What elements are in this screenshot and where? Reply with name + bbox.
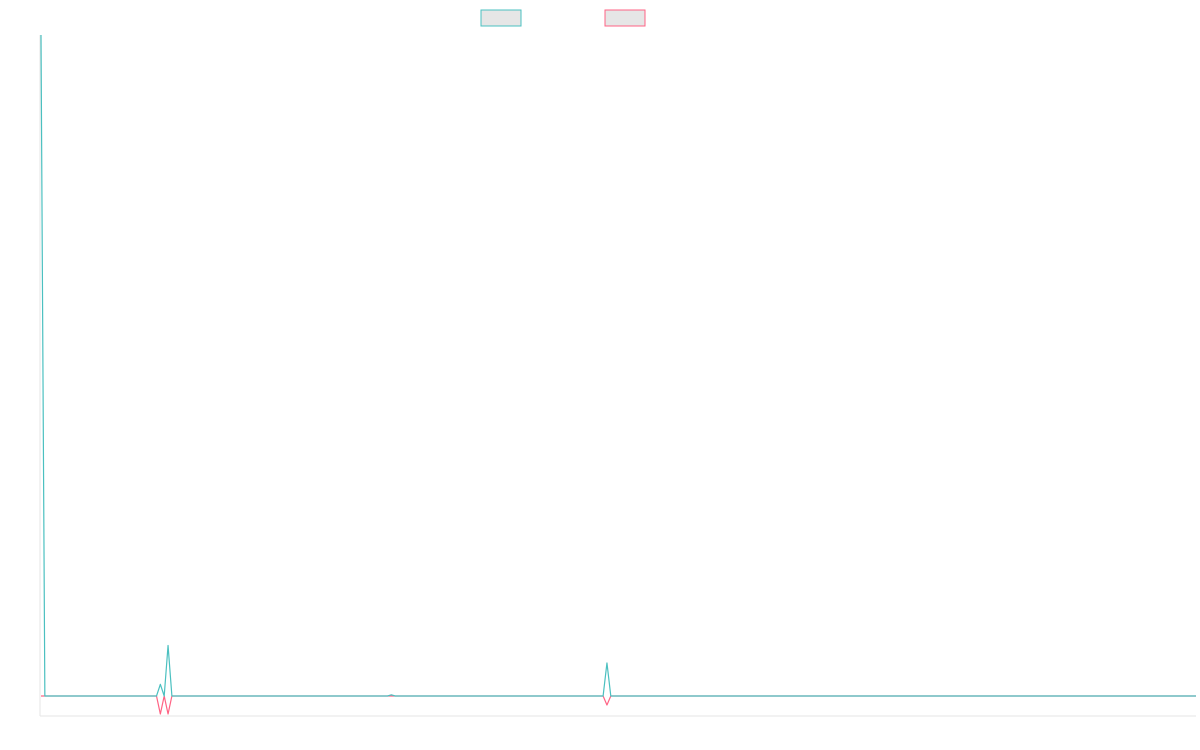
- legend-swatch-series-b[interactable]: [604, 9, 646, 27]
- series-a-line: [40, 34, 1196, 697]
- axes: [39, 35, 1196, 717]
- legend-swatch-series-a[interactable]: [480, 9, 522, 27]
- plot-area: [40, 34, 1196, 715]
- legend: [480, 9, 646, 27]
- series-b-line: [41, 695, 1196, 715]
